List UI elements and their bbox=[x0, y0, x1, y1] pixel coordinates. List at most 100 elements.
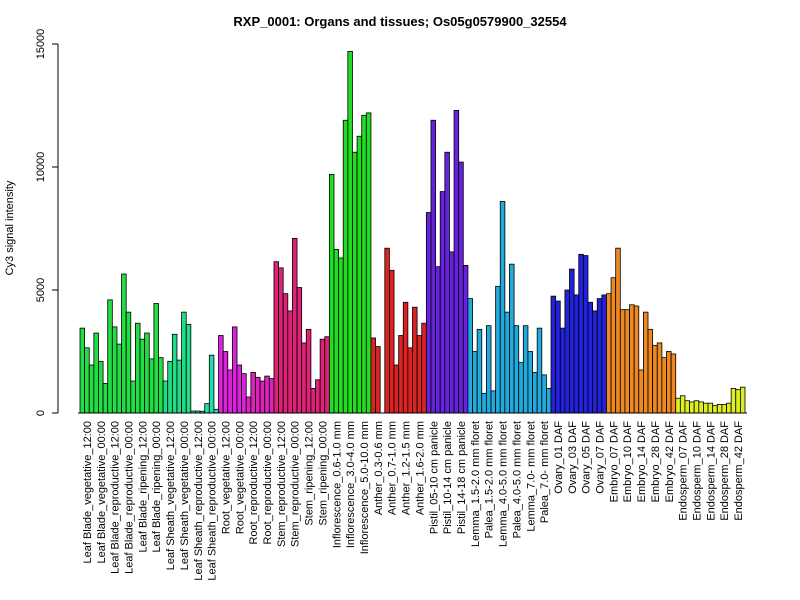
bar bbox=[536, 327, 543, 414]
x-tick-label: Embryo_07 DAF bbox=[608, 421, 620, 503]
bar bbox=[185, 324, 192, 414]
x-tick-label: Ovary_01 DAF bbox=[553, 421, 565, 494]
bar bbox=[509, 263, 515, 414]
x-tick-label: Endosperm_28 DAF bbox=[719, 421, 731, 521]
bar bbox=[236, 364, 243, 414]
bar bbox=[689, 401, 695, 414]
x-tick-label: Anther_1.2-1.5 mm bbox=[401, 421, 413, 515]
bar bbox=[84, 347, 90, 414]
bar bbox=[462, 264, 469, 414]
bar bbox=[449, 251, 455, 414]
bar bbox=[384, 247, 390, 414]
bar bbox=[504, 311, 510, 414]
bar bbox=[356, 135, 363, 414]
bar bbox=[93, 332, 99, 414]
bar bbox=[278, 267, 284, 414]
bar bbox=[739, 386, 746, 414]
bar bbox=[333, 249, 340, 414]
bar bbox=[610, 277, 617, 414]
bar bbox=[292, 237, 298, 414]
bar bbox=[730, 387, 737, 414]
bar bbox=[421, 322, 427, 414]
bar bbox=[703, 402, 709, 414]
bar bbox=[213, 408, 219, 414]
bar bbox=[619, 309, 626, 414]
bar bbox=[735, 389, 741, 414]
bar bbox=[684, 400, 690, 414]
bar bbox=[541, 374, 547, 414]
x-tick-label: Leaf Sheath_reproductive_12:00 bbox=[193, 421, 205, 581]
bar bbox=[698, 401, 704, 414]
bar bbox=[453, 110, 460, 414]
bar bbox=[125, 311, 132, 414]
x-tick-label: Palea_1.5-2.0 mm floret bbox=[484, 421, 496, 538]
bar bbox=[467, 298, 473, 414]
bar bbox=[573, 294, 580, 414]
bar bbox=[398, 335, 404, 414]
x-tick-label: Inflorescence_3.0-4.0 mm bbox=[345, 421, 357, 548]
x-tick-label: Embryo_42 DAF bbox=[664, 421, 676, 503]
bar bbox=[162, 380, 169, 414]
bar bbox=[601, 294, 607, 414]
bar bbox=[268, 378, 275, 414]
bar bbox=[375, 346, 381, 414]
bar bbox=[176, 359, 182, 414]
bar bbox=[596, 298, 603, 414]
bar bbox=[98, 360, 104, 414]
bar bbox=[365, 112, 372, 414]
bar bbox=[550, 295, 557, 414]
bar bbox=[338, 257, 344, 414]
bar bbox=[643, 311, 649, 414]
bar bbox=[675, 397, 681, 414]
bar bbox=[661, 357, 667, 414]
bar bbox=[402, 301, 409, 414]
y-axis: 0 5000 10000 15000 bbox=[35, 29, 59, 416]
x-tick-label: Stem_ripening_12:00 bbox=[304, 421, 316, 526]
bar bbox=[499, 201, 506, 414]
bar bbox=[370, 337, 376, 414]
x-tick-label: Inflorescence_5.0-10.0 mm bbox=[359, 421, 371, 554]
x-tick-label: Pistil_10-14 cm panicle bbox=[442, 421, 454, 534]
bar bbox=[430, 119, 436, 414]
bar bbox=[347, 50, 353, 414]
bar bbox=[495, 285, 501, 414]
bar bbox=[726, 402, 732, 414]
x-tick-label: Leaf Blade_ripening_12:00 bbox=[137, 421, 149, 553]
bar bbox=[615, 247, 621, 414]
x-tick-label: Root_vegetative_00:00 bbox=[234, 421, 246, 534]
x-tick-labels: Leaf Blade_vegetative_12:00 Leaf Blade_ve… bbox=[82, 421, 745, 581]
bar bbox=[546, 387, 552, 414]
x-tick-label: Palea_7.0- mm floret bbox=[539, 421, 551, 523]
bar bbox=[171, 333, 178, 414]
bar bbox=[204, 403, 210, 414]
bar bbox=[513, 325, 520, 414]
bar bbox=[425, 212, 432, 414]
bar bbox=[153, 303, 159, 414]
x-tick-label: Embryo_14 DAF bbox=[636, 421, 648, 503]
bar bbox=[712, 405, 718, 414]
bar bbox=[107, 299, 113, 414]
bar bbox=[393, 364, 400, 414]
bar bbox=[130, 380, 136, 414]
bar bbox=[435, 266, 441, 414]
bar bbox=[578, 253, 584, 414]
bar bbox=[472, 351, 478, 414]
bar bbox=[116, 343, 122, 414]
bar bbox=[721, 403, 727, 414]
x-tick-label: Lemma_1.5-2.0 mm floret bbox=[470, 421, 482, 547]
x-tick-label: Lemma_7.0- mm floret bbox=[525, 421, 537, 532]
bar bbox=[144, 332, 150, 414]
bar bbox=[102, 383, 109, 414]
bar bbox=[647, 328, 654, 414]
x-tick-label: Leaf Blade_vegetative_00:00 bbox=[96, 421, 108, 564]
bar bbox=[522, 325, 529, 414]
x-tick-label: Leaf Sheath_reproductive_00:00 bbox=[207, 421, 219, 581]
bar bbox=[476, 328, 483, 414]
bar bbox=[624, 309, 630, 414]
x-tick-label: Endosperm_42 DAF bbox=[733, 421, 745, 521]
bar bbox=[555, 300, 561, 414]
bar bbox=[352, 151, 358, 414]
bar bbox=[638, 369, 644, 414]
x-tick-label: Root_reproductive_12:00 bbox=[248, 421, 260, 545]
bar bbox=[305, 328, 312, 414]
